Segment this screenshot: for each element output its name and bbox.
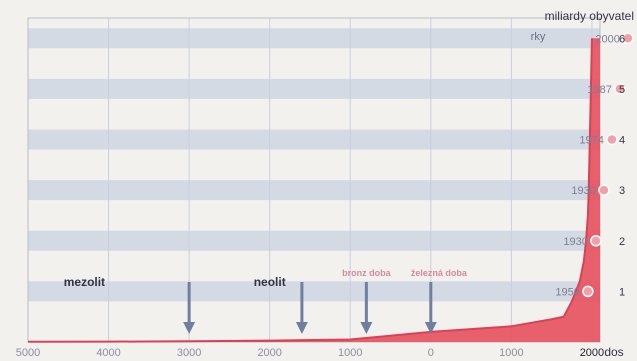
y-tick-label: 1 — [619, 286, 625, 298]
period-label: bronz doba — [342, 268, 391, 278]
x-tick-label: 0 — [428, 347, 434, 359]
milestone-label: 2000 — [595, 33, 619, 45]
x-tick-label: 2000 — [580, 347, 604, 359]
y-tick-label: 5 — [619, 84, 625, 96]
period-label: železná doba — [411, 268, 468, 278]
arrow-head — [424, 322, 437, 334]
band-2 — [28, 230, 600, 251]
band-5 — [28, 78, 600, 99]
x-tick-labels: 5000 4000 3000 2000 1000 0 1000 2000 — [16, 347, 604, 359]
population-area — [27, 38, 600, 343]
band-3 — [28, 180, 600, 201]
x-tick-label: 4000 — [96, 347, 120, 359]
arrow-head — [183, 322, 196, 334]
milestone-label: 1930 — [571, 185, 595, 197]
band-6 — [28, 28, 600, 49]
y-tick-labels: 1 2 3 4 5 6 — [619, 33, 625, 298]
milestone-marker — [606, 133, 618, 146]
population-line — [27, 38, 593, 343]
period-label: neolit — [254, 275, 286, 289]
band-1 — [28, 281, 600, 302]
x-tick-label: 1000 — [338, 347, 362, 359]
milestone-label: 1974 — [579, 135, 603, 147]
period-label: mezolit — [64, 275, 105, 289]
milestone-marker — [598, 184, 610, 196]
y-tick-label: 3 — [619, 185, 625, 197]
milestone-label: 1987 — [587, 84, 611, 96]
y-tick-label: 4 — [619, 135, 625, 147]
x-tick-label: 5000 — [16, 347, 40, 359]
milestone-marker — [614, 83, 626, 95]
y-tick-label: 6 — [619, 33, 625, 45]
milestone-marker — [590, 235, 602, 247]
period-annotations: mezolit neolit bronz doba železná doba — [64, 268, 468, 289]
milestone-marker — [622, 32, 634, 44]
year-axis-title: rky — [531, 31, 546, 43]
milestone-label: 1930 — [563, 236, 587, 248]
x-tick-label: 3000 — [177, 347, 201, 359]
milestone-markers: 1950 1930 1930 1974 1987 2000 — [555, 32, 634, 298]
arrow-head — [295, 322, 308, 334]
milestone-label: 1950 — [555, 286, 579, 298]
milestone-marker — [582, 285, 594, 298]
band-4 — [28, 129, 600, 150]
background-bands — [28, 28, 600, 302]
y-axis-title: miliardy obyvatel — [545, 9, 634, 23]
arrow-head — [360, 322, 373, 334]
y-tick-label: 2 — [619, 236, 625, 248]
x-axis-title: dos — [604, 345, 623, 359]
period-arrows — [183, 282, 437, 334]
x-tick-label: 1000 — [499, 347, 523, 359]
x-tick-label: 2000 — [257, 347, 281, 359]
